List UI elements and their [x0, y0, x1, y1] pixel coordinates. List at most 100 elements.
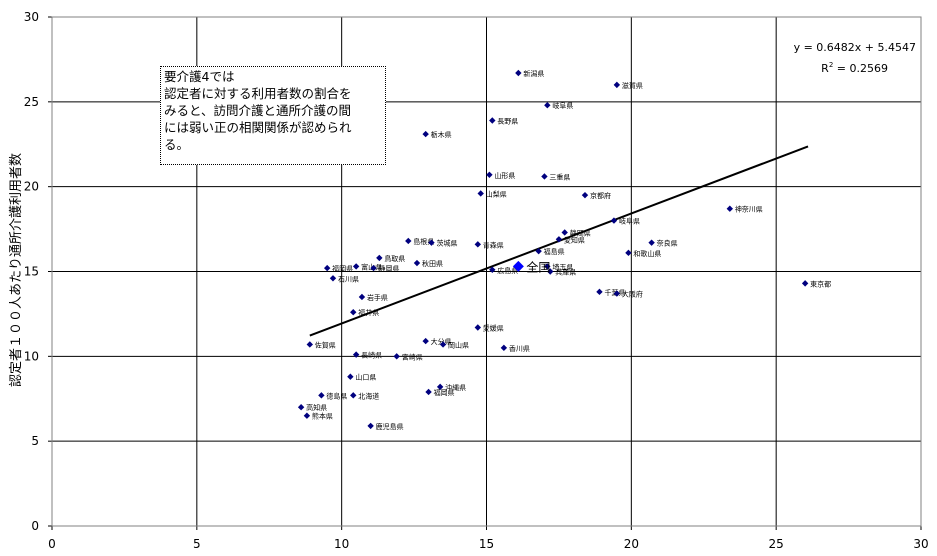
data-point: 山口県	[347, 373, 376, 382]
y-tick-label: 10	[24, 349, 39, 363]
data-point: 高知県	[297, 403, 327, 412]
data-point: 北海道	[350, 391, 379, 400]
point-label: 福岡県	[332, 264, 353, 273]
data-point: 長崎県	[352, 351, 382, 360]
data-point: 石川県	[329, 275, 359, 283]
trendline-equation: y = 0.6482x + 5.4547	[794, 41, 916, 54]
y-tick-label: 30	[24, 10, 39, 24]
point-marker	[350, 392, 357, 399]
data-point: 愛知県	[555, 235, 585, 244]
y-axis-label: 認定者１００人あたり通所介護利用者数	[8, 153, 24, 387]
data-point: 和歌山県	[625, 249, 661, 258]
point-marker	[347, 373, 354, 380]
point-label: 青森県	[483, 240, 504, 249]
point-label: 福井県	[358, 308, 379, 317]
point-marker	[489, 266, 496, 274]
point-label: 福岡県	[434, 388, 455, 397]
data-point: 岩手県	[358, 293, 388, 302]
point-marker	[547, 268, 554, 275]
point-marker	[329, 275, 337, 282]
x-tick-label: 20	[624, 537, 639, 551]
point-label: 岡山県	[448, 340, 469, 349]
point-label: 京都府	[590, 191, 611, 200]
x-tick-label: 25	[769, 537, 784, 551]
x-tick-label: 10	[334, 537, 349, 551]
data-point: 埼玉県	[544, 262, 573, 271]
data-point: 鳥取県	[376, 254, 405, 263]
data-point: 熊本県	[303, 412, 333, 421]
point-label: 北海道	[358, 391, 379, 400]
point-marker	[323, 264, 331, 272]
y-tick-label: 0	[31, 519, 39, 533]
point-label: 愛媛県	[483, 323, 504, 332]
point-marker	[405, 237, 412, 245]
x-tick-label: 30	[913, 537, 928, 551]
point-label: 宮崎県	[402, 352, 423, 361]
y-tick-label: 5	[31, 434, 39, 448]
x-tick-label: 15	[479, 537, 494, 551]
data-point: 福井県	[350, 308, 379, 317]
point-marker	[422, 337, 429, 345]
point-marker	[544, 102, 551, 109]
point-label: 奈良県	[657, 239, 678, 248]
point-marker	[370, 264, 377, 272]
point-marker	[500, 344, 508, 352]
point-label: 長野県	[497, 117, 518, 125]
point-label: 静岡県	[570, 228, 591, 237]
point-marker	[439, 341, 447, 348]
point-marker	[474, 324, 482, 331]
data-point: 福岡県	[425, 388, 455, 397]
point-label: 熊本県	[312, 412, 333, 421]
point-marker	[297, 404, 305, 411]
point-marker	[648, 239, 655, 246]
point-label: 新潟県	[523, 69, 544, 78]
point-marker	[544, 263, 551, 270]
point-label: 大阪府	[622, 290, 643, 299]
point-label: 石川県	[338, 275, 359, 283]
y-tick-label: 20	[24, 180, 39, 194]
point-marker	[801, 280, 809, 287]
data-point: 山梨県	[477, 189, 507, 198]
point-label: 島根県	[413, 237, 434, 246]
point-marker	[541, 173, 548, 180]
data-point: 鹿児島県	[367, 422, 404, 431]
point-marker	[367, 422, 374, 430]
point-marker	[515, 69, 522, 77]
plot-area-border	[51, 16, 922, 527]
annotation-box: 要介護4では 認定者に対する利用者数の割合を みると、訪問介護と通所介護の間 に…	[160, 66, 386, 165]
point-marker	[393, 353, 400, 360]
data-point: 岡山県	[439, 340, 469, 349]
data-point: 大分県	[422, 337, 452, 346]
point-label: 三重県	[549, 173, 570, 181]
point-marker	[555, 236, 563, 243]
point-label: 福島県	[544, 247, 565, 256]
point-marker	[535, 247, 542, 255]
national-point-group: 全国	[512, 259, 550, 274]
point-marker	[376, 254, 383, 262]
point-marker	[610, 217, 618, 224]
data-point: 青森県	[474, 240, 504, 249]
point-marker	[561, 229, 568, 236]
point-marker	[726, 205, 734, 212]
point-marker	[596, 288, 603, 296]
data-point: 徳島県	[318, 391, 347, 400]
data-point: 奈良県	[648, 239, 678, 248]
point-label: 佐賀県	[315, 340, 336, 349]
point-label: 静岡県	[379, 264, 400, 273]
point-label: 滋賀県	[622, 81, 643, 90]
point-marker	[489, 117, 496, 124]
point-marker	[425, 388, 432, 396]
point-label: 東京都	[810, 279, 831, 288]
point-label: 山形県	[494, 171, 515, 180]
point-marker	[428, 239, 435, 246]
data-point: 新潟県	[515, 69, 544, 78]
point-marker	[477, 190, 484, 197]
point-label: 広島県	[497, 266, 518, 275]
data-point: 静岡県	[370, 264, 400, 273]
point-marker	[358, 293, 366, 301]
point-marker	[352, 351, 360, 358]
point-label: 兵庫県	[555, 268, 576, 277]
point-marker	[474, 241, 482, 248]
national-point-marker	[512, 260, 524, 272]
